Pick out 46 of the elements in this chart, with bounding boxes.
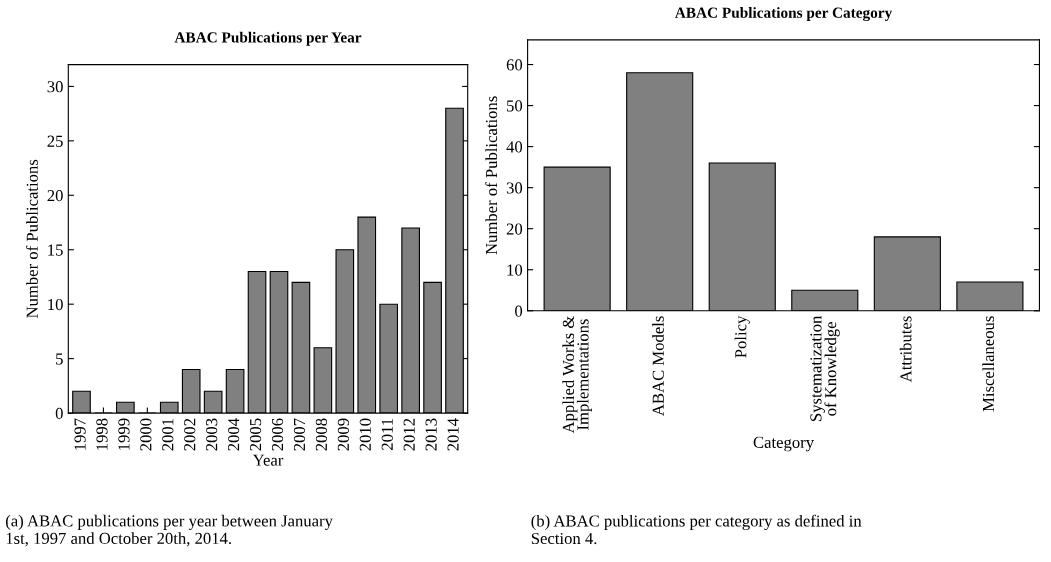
x-tick-label: ABAC Models xyxy=(652,316,664,416)
y-tick-label: 30 xyxy=(506,182,523,194)
y-tick-label: 10 xyxy=(507,264,523,276)
x-tick-label: 1998 xyxy=(96,418,108,450)
x-tick-label: 2000 xyxy=(140,418,152,451)
chart-title: ABAC Publications per Category xyxy=(674,7,893,22)
text: (b) ABAC publications per category as defined in Section 4. xyxy=(531,514,862,545)
y-tick-label: 20 xyxy=(47,189,63,202)
y-tick-label: 30 xyxy=(47,81,63,93)
x-tick-label: 2007 xyxy=(293,418,306,451)
y-tick-label: 60 xyxy=(506,59,523,71)
x-tick-label: 2005 xyxy=(249,418,262,451)
y-tick-label: 25 xyxy=(47,135,63,147)
x-tick-label: 2004 xyxy=(228,418,240,451)
x-tick-label: 2013 xyxy=(425,418,437,451)
y-tick-label: 0 xyxy=(515,305,523,317)
x-tick-label: 1997 xyxy=(74,418,86,450)
x-tick-label: Applied Works & Implementations xyxy=(562,315,592,434)
x-tick-label: 2008 xyxy=(315,418,328,451)
x-tick-label: Miscellaneous xyxy=(982,316,995,412)
x-tick-label: Attributes xyxy=(899,316,912,383)
y-tick-label: 0 xyxy=(55,407,63,420)
x-tick-label: 2006 xyxy=(271,418,284,451)
x-tick-label: 2012 xyxy=(403,418,415,451)
y-tick-label: 5 xyxy=(56,353,63,365)
x-tick-label: 2014 xyxy=(447,418,459,451)
x-tick-label: 2010 xyxy=(359,418,371,451)
y-tick-label: 40 xyxy=(506,141,523,153)
y-tick-label: 10 xyxy=(48,298,63,311)
x-tick-label: 2003 xyxy=(206,418,218,451)
x-tick-label: 2001 xyxy=(162,418,174,451)
text: (a) ABAC publications per year between January 1st, 1997 and October 20th, 2014. xyxy=(5,514,333,547)
x-tick-label: Policy xyxy=(734,315,750,358)
x-axis-title: Year xyxy=(252,454,284,466)
y-axis-title: Number of Publications xyxy=(25,159,38,318)
y-tick-label: 15 xyxy=(48,244,63,256)
x-tick-label: Systematization of Knowledge xyxy=(810,315,840,421)
x-tick-label: 1999 xyxy=(118,418,130,450)
x-tick-label: 2009 xyxy=(337,418,349,451)
x-tick-label: 2002 xyxy=(184,418,196,451)
y-tick-label: 50 xyxy=(507,100,523,112)
chart-title: ABAC Publications per Year xyxy=(174,31,362,46)
y-tick-label: 20 xyxy=(506,223,523,235)
x-tick-label: 2011 xyxy=(381,418,393,450)
y-axis-title: Number of Publications xyxy=(485,96,498,255)
x-axis-title: Category xyxy=(753,436,814,452)
